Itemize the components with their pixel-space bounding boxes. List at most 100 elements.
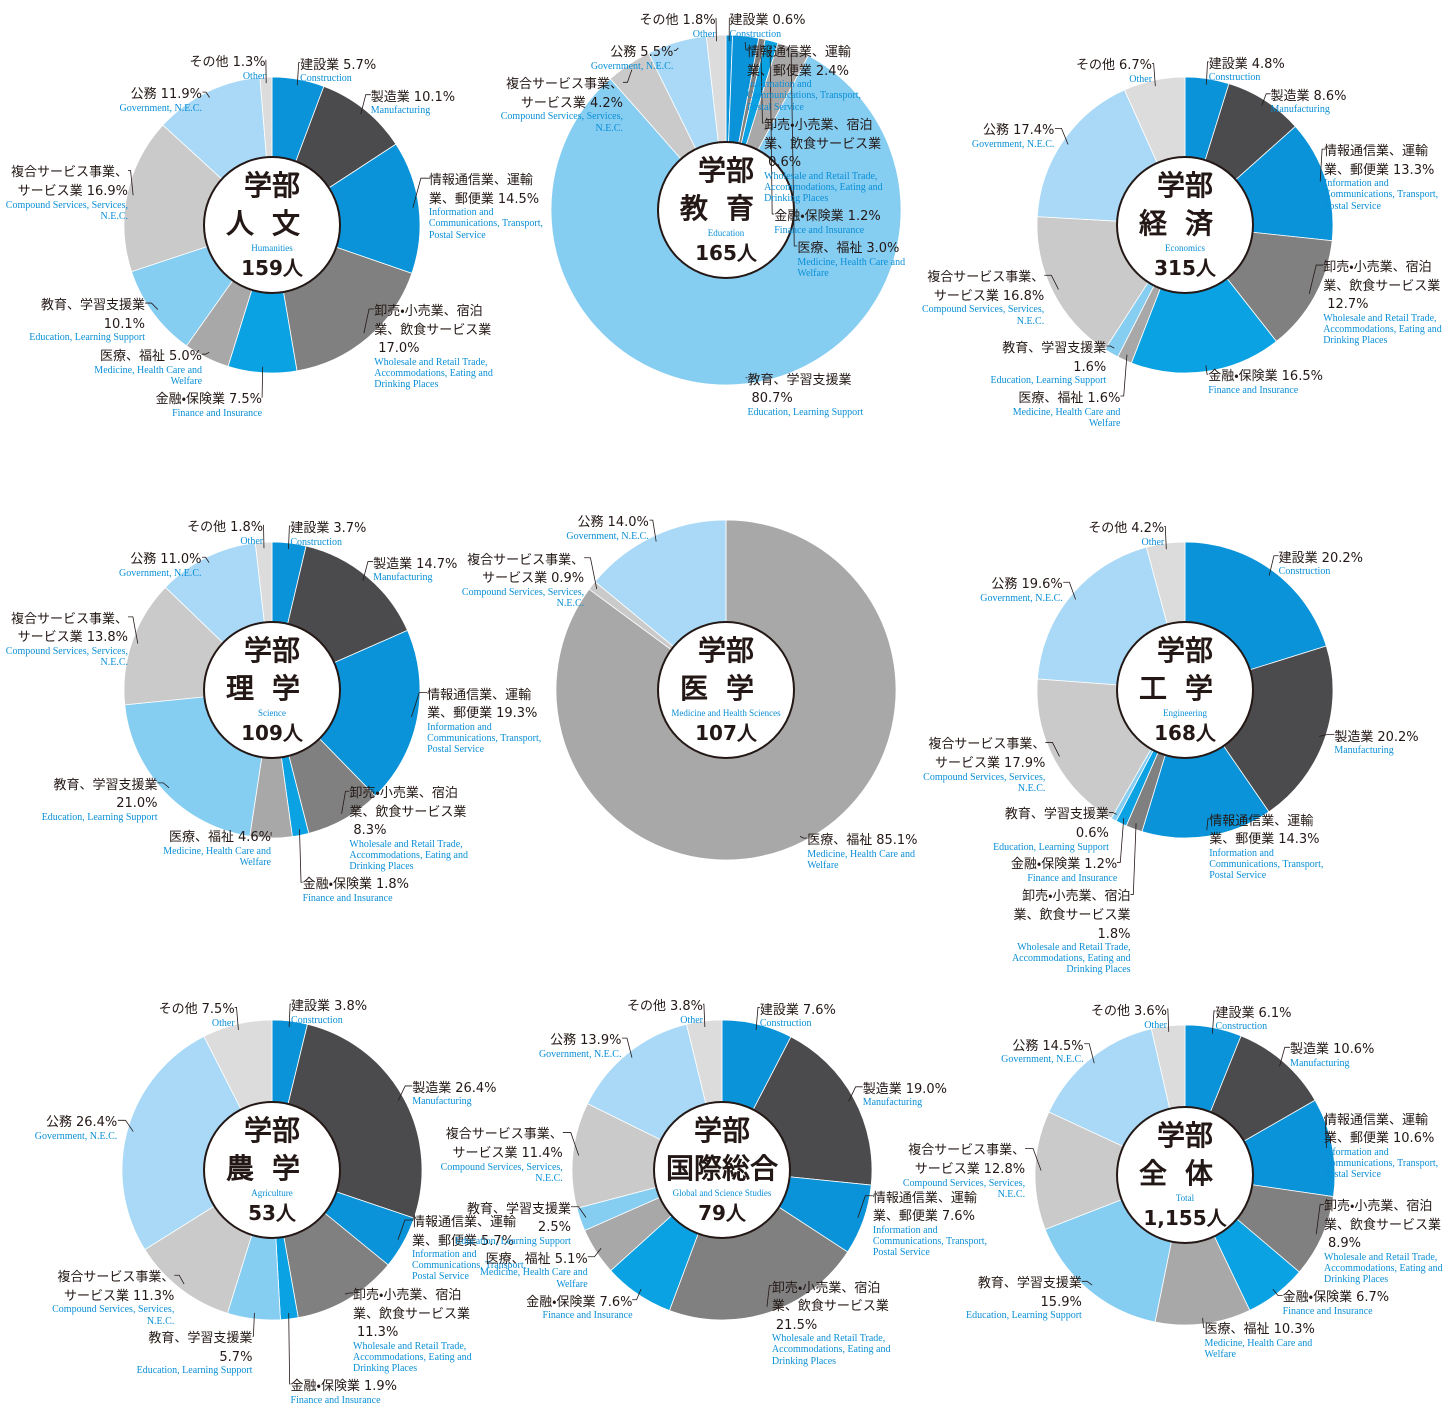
leader-line: [288, 1313, 291, 1385]
leader-line: [649, 519, 657, 542]
leader-line: [411, 692, 428, 718]
leader-line: [397, 1219, 412, 1240]
value-label: 13.8%: [86, 630, 128, 646]
category-jp: 情報通信業、運輸業、郵便業: [428, 173, 533, 207]
slice-label: 情報通信業、運輸業、郵便業 14.5% Information and Commun…: [429, 170, 557, 241]
category-en: Medicine, Health Care and Welfare: [94, 364, 203, 387]
category-en: Wholesale and Retail Trade, Accommodatio…: [771, 1333, 891, 1367]
leader-line: [263, 524, 265, 549]
leader-line: [202, 351, 210, 355]
category-en: Education, Learning Support: [136, 1365, 253, 1377]
slice-label: 公務 14.0% Government, N.E.C.: [566, 512, 649, 542]
slice-label: 建設業 7.6% Construction: [760, 1000, 836, 1030]
category-jp: 複合サービス事業、サービス業: [908, 1143, 1026, 1178]
category-jp: 医療、福祉: [807, 833, 873, 849]
value-label: 17.9%: [1004, 755, 1046, 771]
category-jp: 公務: [983, 123, 1010, 139]
category-jp: 教育、学習支援業: [53, 777, 158, 793]
category-en: Information and Communications, Transpor…: [746, 79, 862, 113]
slice-label: 情報通信業、運輸業、郵便業 5.7% Information and Communi…: [412, 1212, 540, 1283]
faculty-en: Medicine and Health Sciences: [671, 708, 781, 718]
slice-label: その他 1.8% Other: [640, 10, 716, 40]
category-en: Wholesale and Retail Trade, Accommodatio…: [1011, 942, 1131, 976]
category-en: Education, Learning Support: [29, 332, 146, 344]
value-label: 19.3%: [496, 706, 538, 722]
pie-slice: [571, 1103, 724, 1209]
leader-line: [702, 1003, 706, 1028]
slice-label: 製造業 26.4% Manufacturing: [412, 1078, 496, 1108]
slice-label: 製造業 10.1% Manufacturing: [371, 87, 455, 117]
category-en: Manufacturing: [370, 105, 431, 117]
category-en: Compound Services, Services, N.E.C.: [5, 199, 128, 222]
value-label: 10.3%: [1273, 1322, 1315, 1338]
slice-label: 金融・保険業 7.6% Finance and Insurance: [526, 1292, 632, 1322]
value-label: 13.9%: [580, 1033, 622, 1049]
slice-label: その他 3.8% Other: [627, 996, 703, 1026]
leader-line: [1166, 1008, 1170, 1032]
leader-line: [363, 308, 375, 334]
leader-line: [1319, 734, 1335, 737]
leader-line: [252, 1312, 255, 1337]
slice-label: 教育、学習支援業 2.5% Education, Learning Support: [443, 1199, 571, 1247]
faculty-total: 107人: [695, 721, 758, 745]
category-en: Information and Communications, Transpor…: [428, 207, 543, 241]
faculty-total: 109人: [241, 721, 304, 745]
leader-line: [288, 1003, 292, 1028]
category-jp: 卸売・小売業、宿泊業、飲食サービス業: [1323, 260, 1441, 294]
category-jp: 製造業: [862, 1081, 902, 1097]
slice-label: 卸売・小売業、宿泊業、飲食サービス業 8.3% Wholesale and Reta…: [349, 783, 477, 873]
category-en: Compound Services, Services, N.E.C.: [922, 304, 1045, 327]
leader-line: [145, 302, 159, 310]
leader-line: [1212, 1010, 1216, 1034]
slice-label: 金融・保険業 1.2% Finance and Insurance: [1011, 854, 1117, 884]
slice-label: 金融・保険業 7.5% Finance and Insurance: [156, 389, 262, 419]
leader-line: [360, 94, 371, 115]
category-jp: 建設業: [1278, 550, 1318, 566]
category-jp: 製造業: [373, 556, 413, 572]
leader-line: [265, 59, 267, 84]
slice-label: 卸売・小売業、宿泊業、飲食サービス業 12.7% Wholesale and Ret…: [1323, 257, 1451, 346]
value-label: 1.6%: [1087, 390, 1121, 406]
faculty-name: 人文: [225, 207, 318, 240]
slice-label: 卸売・小売業、宿泊業、飲食サービス業 8.9% Wholesale and Reta…: [1324, 1196, 1452, 1286]
category-jp: 金融・保険業: [774, 209, 844, 225]
value-label: 5.7%: [480, 1233, 514, 1249]
center-title: 学部: [698, 634, 754, 667]
value-label: 6.7%: [1356, 1290, 1390, 1306]
value-label: 1.3%: [232, 55, 266, 71]
category-en: Government, N.E.C.: [119, 102, 202, 114]
value-label: 3.0%: [866, 241, 900, 257]
value-label: 21.0%: [116, 796, 158, 812]
slice-label: 複合サービス事業、サービス業 13.8% Compound Services, Se…: [0, 609, 128, 668]
category-jp: 医療、福祉: [1204, 1322, 1270, 1338]
category-jp: 教育、学習支援業: [1004, 807, 1109, 823]
slice-label: 情報通信業、運輸業、郵便業 13.3% Information and Commun…: [1324, 141, 1452, 212]
leader-line: [344, 1292, 354, 1295]
value-label: 7.6%: [802, 1002, 836, 1018]
slice-label: 医療、福祉 10.3% Medicine, Health Care and Welf…: [1204, 1319, 1333, 1361]
category-en: Finance and Insurance: [172, 407, 263, 419]
value-label: 15.9%: [1040, 1294, 1082, 1310]
leader-line: [1324, 1117, 1327, 1149]
slice-label: 医療、福祉 1.6% Medicine, Health Care and Welfa…: [992, 388, 1121, 429]
value-label: 10.1%: [103, 316, 146, 332]
category-jp: 教育、学習支援業: [977, 1276, 1082, 1292]
category-en: Finance and Insurance: [542, 1310, 633, 1322]
value-label: 14.0%: [607, 515, 649, 531]
category-en: Other: [211, 1017, 235, 1029]
category-jp: 製造業: [1290, 1042, 1330, 1058]
category-jp: 医療、福祉: [1018, 390, 1084, 406]
category-en: Wholesale and Retail Trade, Accommodatio…: [764, 170, 883, 205]
category-jp: 教育、学習支援業: [1002, 340, 1107, 356]
leader-line: [1279, 1046, 1291, 1067]
center-circle: [203, 156, 341, 294]
leader-line: [848, 1086, 863, 1102]
category-jp: 公務: [130, 552, 157, 568]
leader-line: [1205, 365, 1209, 375]
slice-label: 教育、学習支援業 15.9% Education, Learning Support: [954, 1273, 1082, 1322]
category-en: Manufacturing: [373, 572, 433, 584]
category-jp: その他: [158, 1002, 198, 1018]
slice-label: 金融・保険業 6.7% Finance and Insurance: [1283, 1287, 1389, 1317]
center-title: 学部: [1157, 634, 1213, 667]
category-en: Finance and Insurance: [1027, 873, 1118, 884]
